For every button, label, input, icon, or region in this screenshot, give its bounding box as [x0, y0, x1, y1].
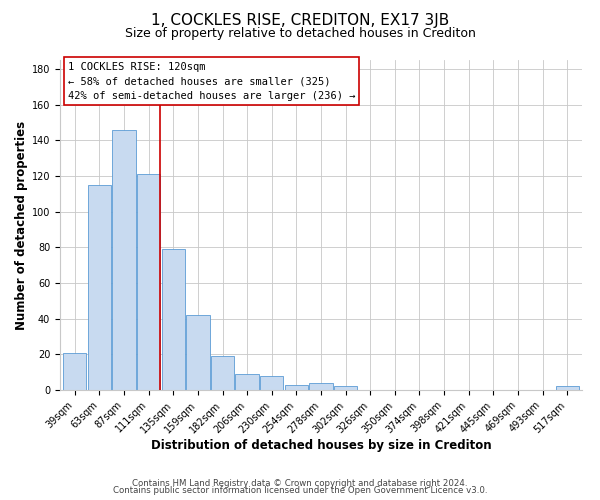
Bar	[556, 386, 579, 390]
Bar	[161, 249, 185, 390]
Bar	[235, 374, 259, 390]
Text: 1, COCKLES RISE, CREDITON, EX17 3JB: 1, COCKLES RISE, CREDITON, EX17 3JB	[151, 12, 449, 28]
Bar	[284, 384, 308, 390]
X-axis label: Distribution of detached houses by size in Crediton: Distribution of detached houses by size …	[151, 439, 491, 452]
Bar	[186, 315, 209, 390]
Text: Contains public sector information licensed under the Open Government Licence v3: Contains public sector information licen…	[113, 486, 487, 495]
Bar	[112, 130, 136, 390]
Bar	[137, 174, 160, 390]
Bar	[310, 383, 332, 390]
Y-axis label: Number of detached properties: Number of detached properties	[14, 120, 28, 330]
Bar	[211, 356, 234, 390]
Bar	[260, 376, 283, 390]
Text: 1 COCKLES RISE: 120sqm
← 58% of detached houses are smaller (325)
42% of semi-de: 1 COCKLES RISE: 120sqm ← 58% of detached…	[68, 62, 355, 101]
Text: Contains HM Land Registry data © Crown copyright and database right 2024.: Contains HM Land Registry data © Crown c…	[132, 478, 468, 488]
Bar	[63, 352, 86, 390]
Bar	[334, 386, 358, 390]
Text: Size of property relative to detached houses in Crediton: Size of property relative to detached ho…	[125, 28, 475, 40]
Bar	[88, 185, 111, 390]
